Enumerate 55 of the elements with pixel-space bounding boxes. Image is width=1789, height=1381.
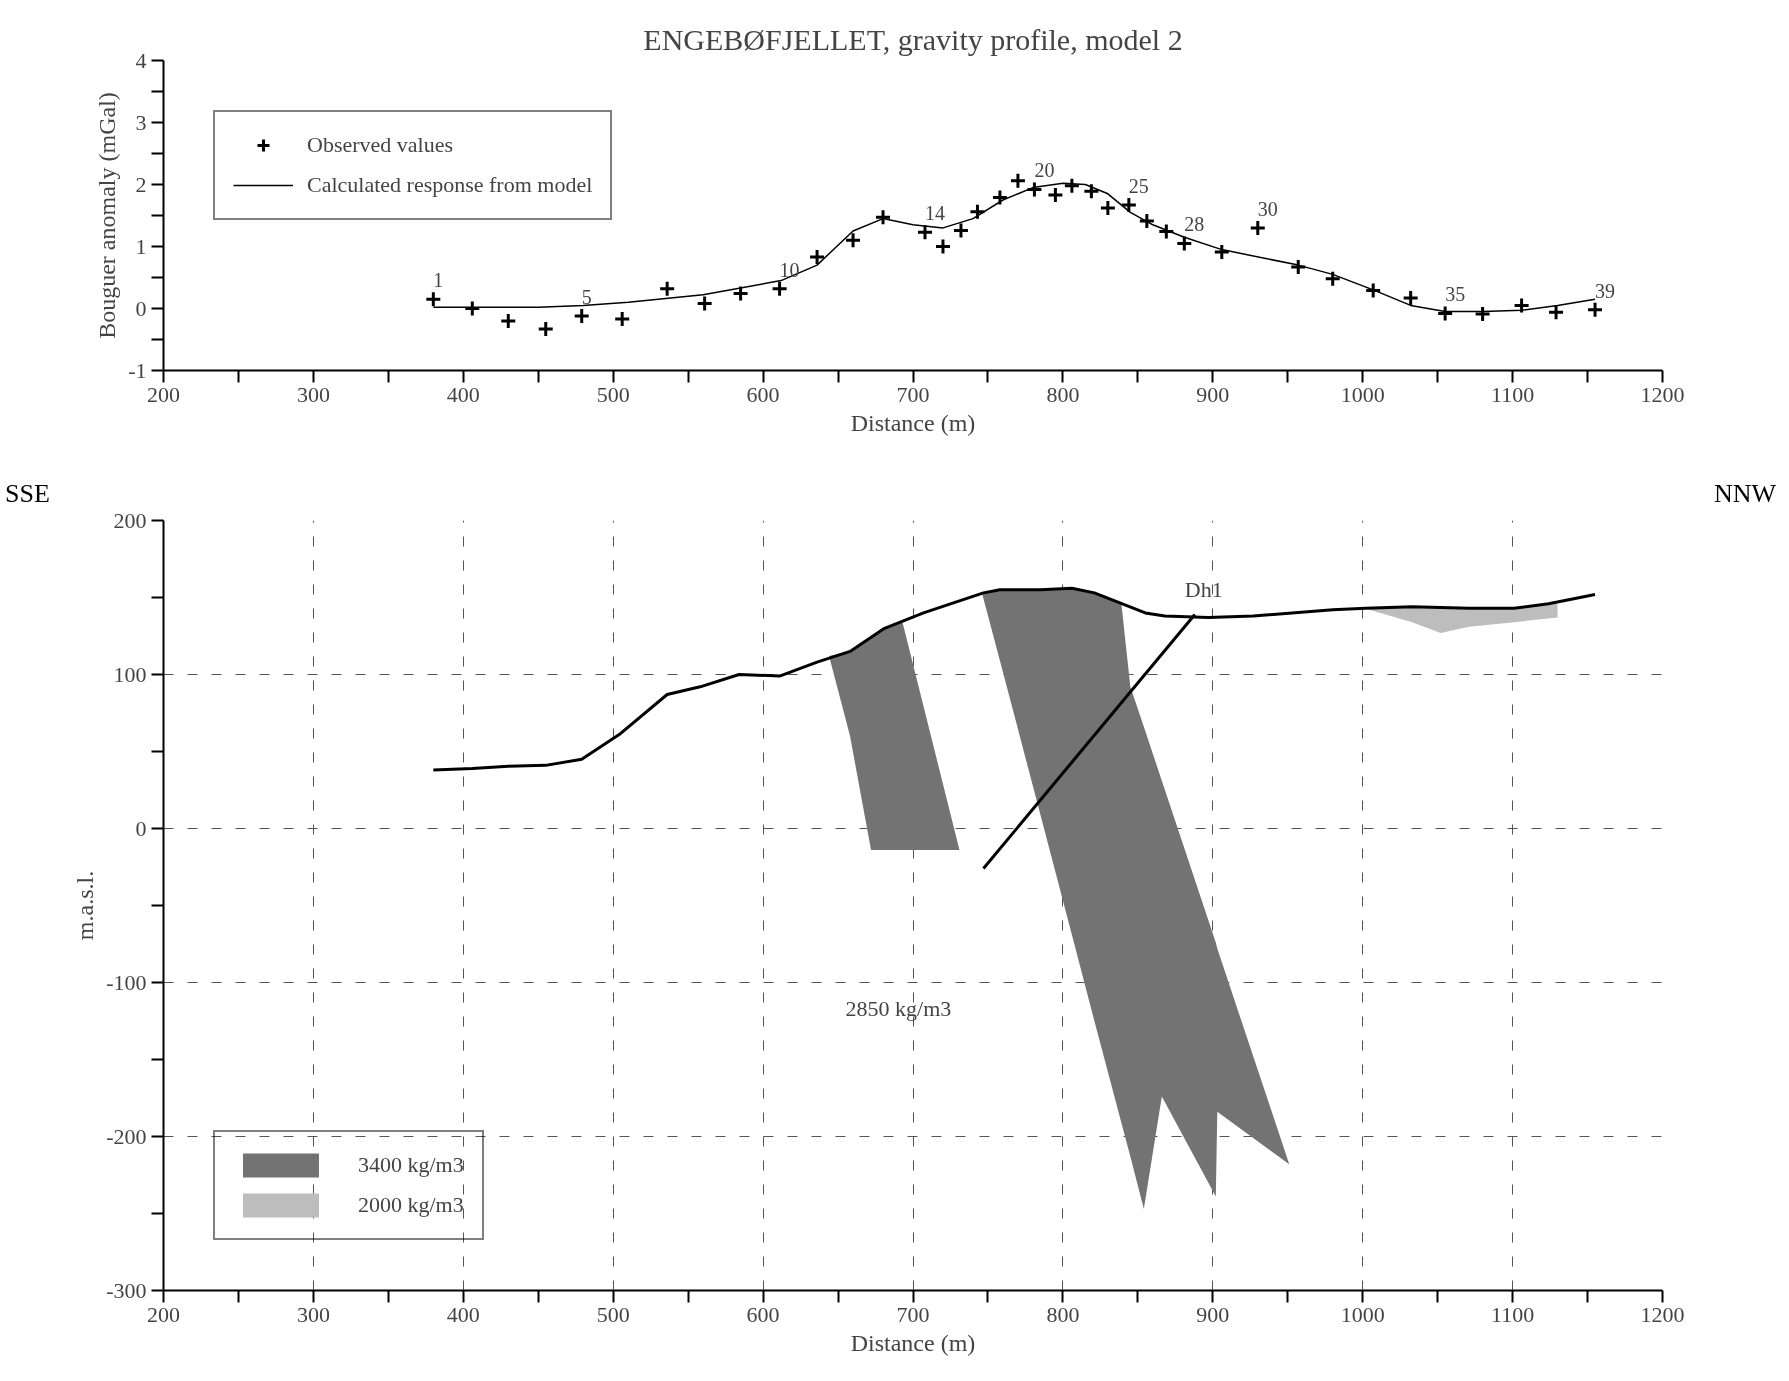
annotation: 14	[924, 202, 945, 225]
x-tick-label: 1000	[1340, 1301, 1385, 1327]
x-tick-label: 1000	[1340, 381, 1385, 407]
annotation: 20	[1034, 159, 1055, 182]
x-tick-label: 1200	[1640, 381, 1685, 407]
y-tick-label: -1	[128, 357, 147, 383]
y-tick-label: 100	[113, 661, 147, 687]
annotation: 5	[581, 285, 592, 308]
x-tick-label: 600	[746, 381, 780, 407]
annotation: 1	[433, 269, 444, 292]
y-tick-label: 0	[135, 815, 147, 841]
y-tick-label: -200	[106, 1123, 147, 1149]
y-axis-title: m.a.s.l.	[72, 870, 99, 941]
y-tick-label: 200	[113, 507, 147, 533]
x-tick-label: 800	[1046, 381, 1080, 407]
y-tick-label: 3	[135, 109, 147, 135]
y-tick-label: -300	[106, 1277, 147, 1303]
x-axis-title: Distance (m)	[850, 409, 976, 436]
x-tick-label: 500	[596, 1301, 630, 1327]
text: NNW	[1714, 478, 1777, 510]
x-tick-label: 400	[446, 381, 480, 407]
annotation: 39	[1595, 279, 1616, 302]
x-tick-label: 300	[296, 1301, 330, 1327]
x-tick-label: 700	[896, 381, 930, 407]
annotation: 2850 kg/m3	[845, 996, 952, 1021]
x-axis-title: Distance (m)	[850, 1329, 976, 1356]
series-label: Dh1	[1184, 577, 1223, 603]
x-tick-label: 1100	[1491, 381, 1535, 407]
legend-label: 3400 kg/m3	[358, 1152, 464, 1178]
y-tick-label: 1	[135, 233, 147, 259]
annotation: 30	[1257, 197, 1278, 220]
x-tick-label: 300	[296, 381, 330, 407]
annotation: 28	[1184, 213, 1205, 236]
x-tick-label: 900	[1196, 1301, 1230, 1327]
annotation: 35	[1445, 283, 1466, 306]
x-tick-label: 1100	[1491, 1301, 1535, 1327]
legend-label: Calculated response from model	[307, 172, 593, 198]
y-tick-label: 0	[135, 295, 147, 321]
x-tick-label: 600	[746, 1301, 780, 1327]
chart-title: ENGEBØFJELLET, gravity profile, model 2	[643, 22, 1183, 56]
x-tick-label: 1200	[1640, 1301, 1685, 1327]
y-tick-label: 4	[135, 47, 147, 73]
x-tick-label: 400	[446, 1301, 480, 1327]
x-tick-label: 700	[896, 1301, 930, 1327]
y-axis-title: Bouguer anomaly (mGal)	[94, 92, 121, 339]
annotation: 25	[1128, 174, 1149, 197]
x-tick-label: 800	[1046, 1301, 1080, 1327]
legend-label: Observed values	[307, 132, 454, 158]
text: SSE	[5, 478, 50, 510]
x-tick-label: 500	[596, 381, 630, 407]
x-tick-label: 900	[1196, 381, 1230, 407]
y-tick-label: 2	[135, 171, 147, 197]
annotation: 10	[779, 258, 800, 281]
legend-label: 2000 kg/m3	[358, 1192, 464, 1218]
y-tick-label: -100	[106, 969, 147, 995]
